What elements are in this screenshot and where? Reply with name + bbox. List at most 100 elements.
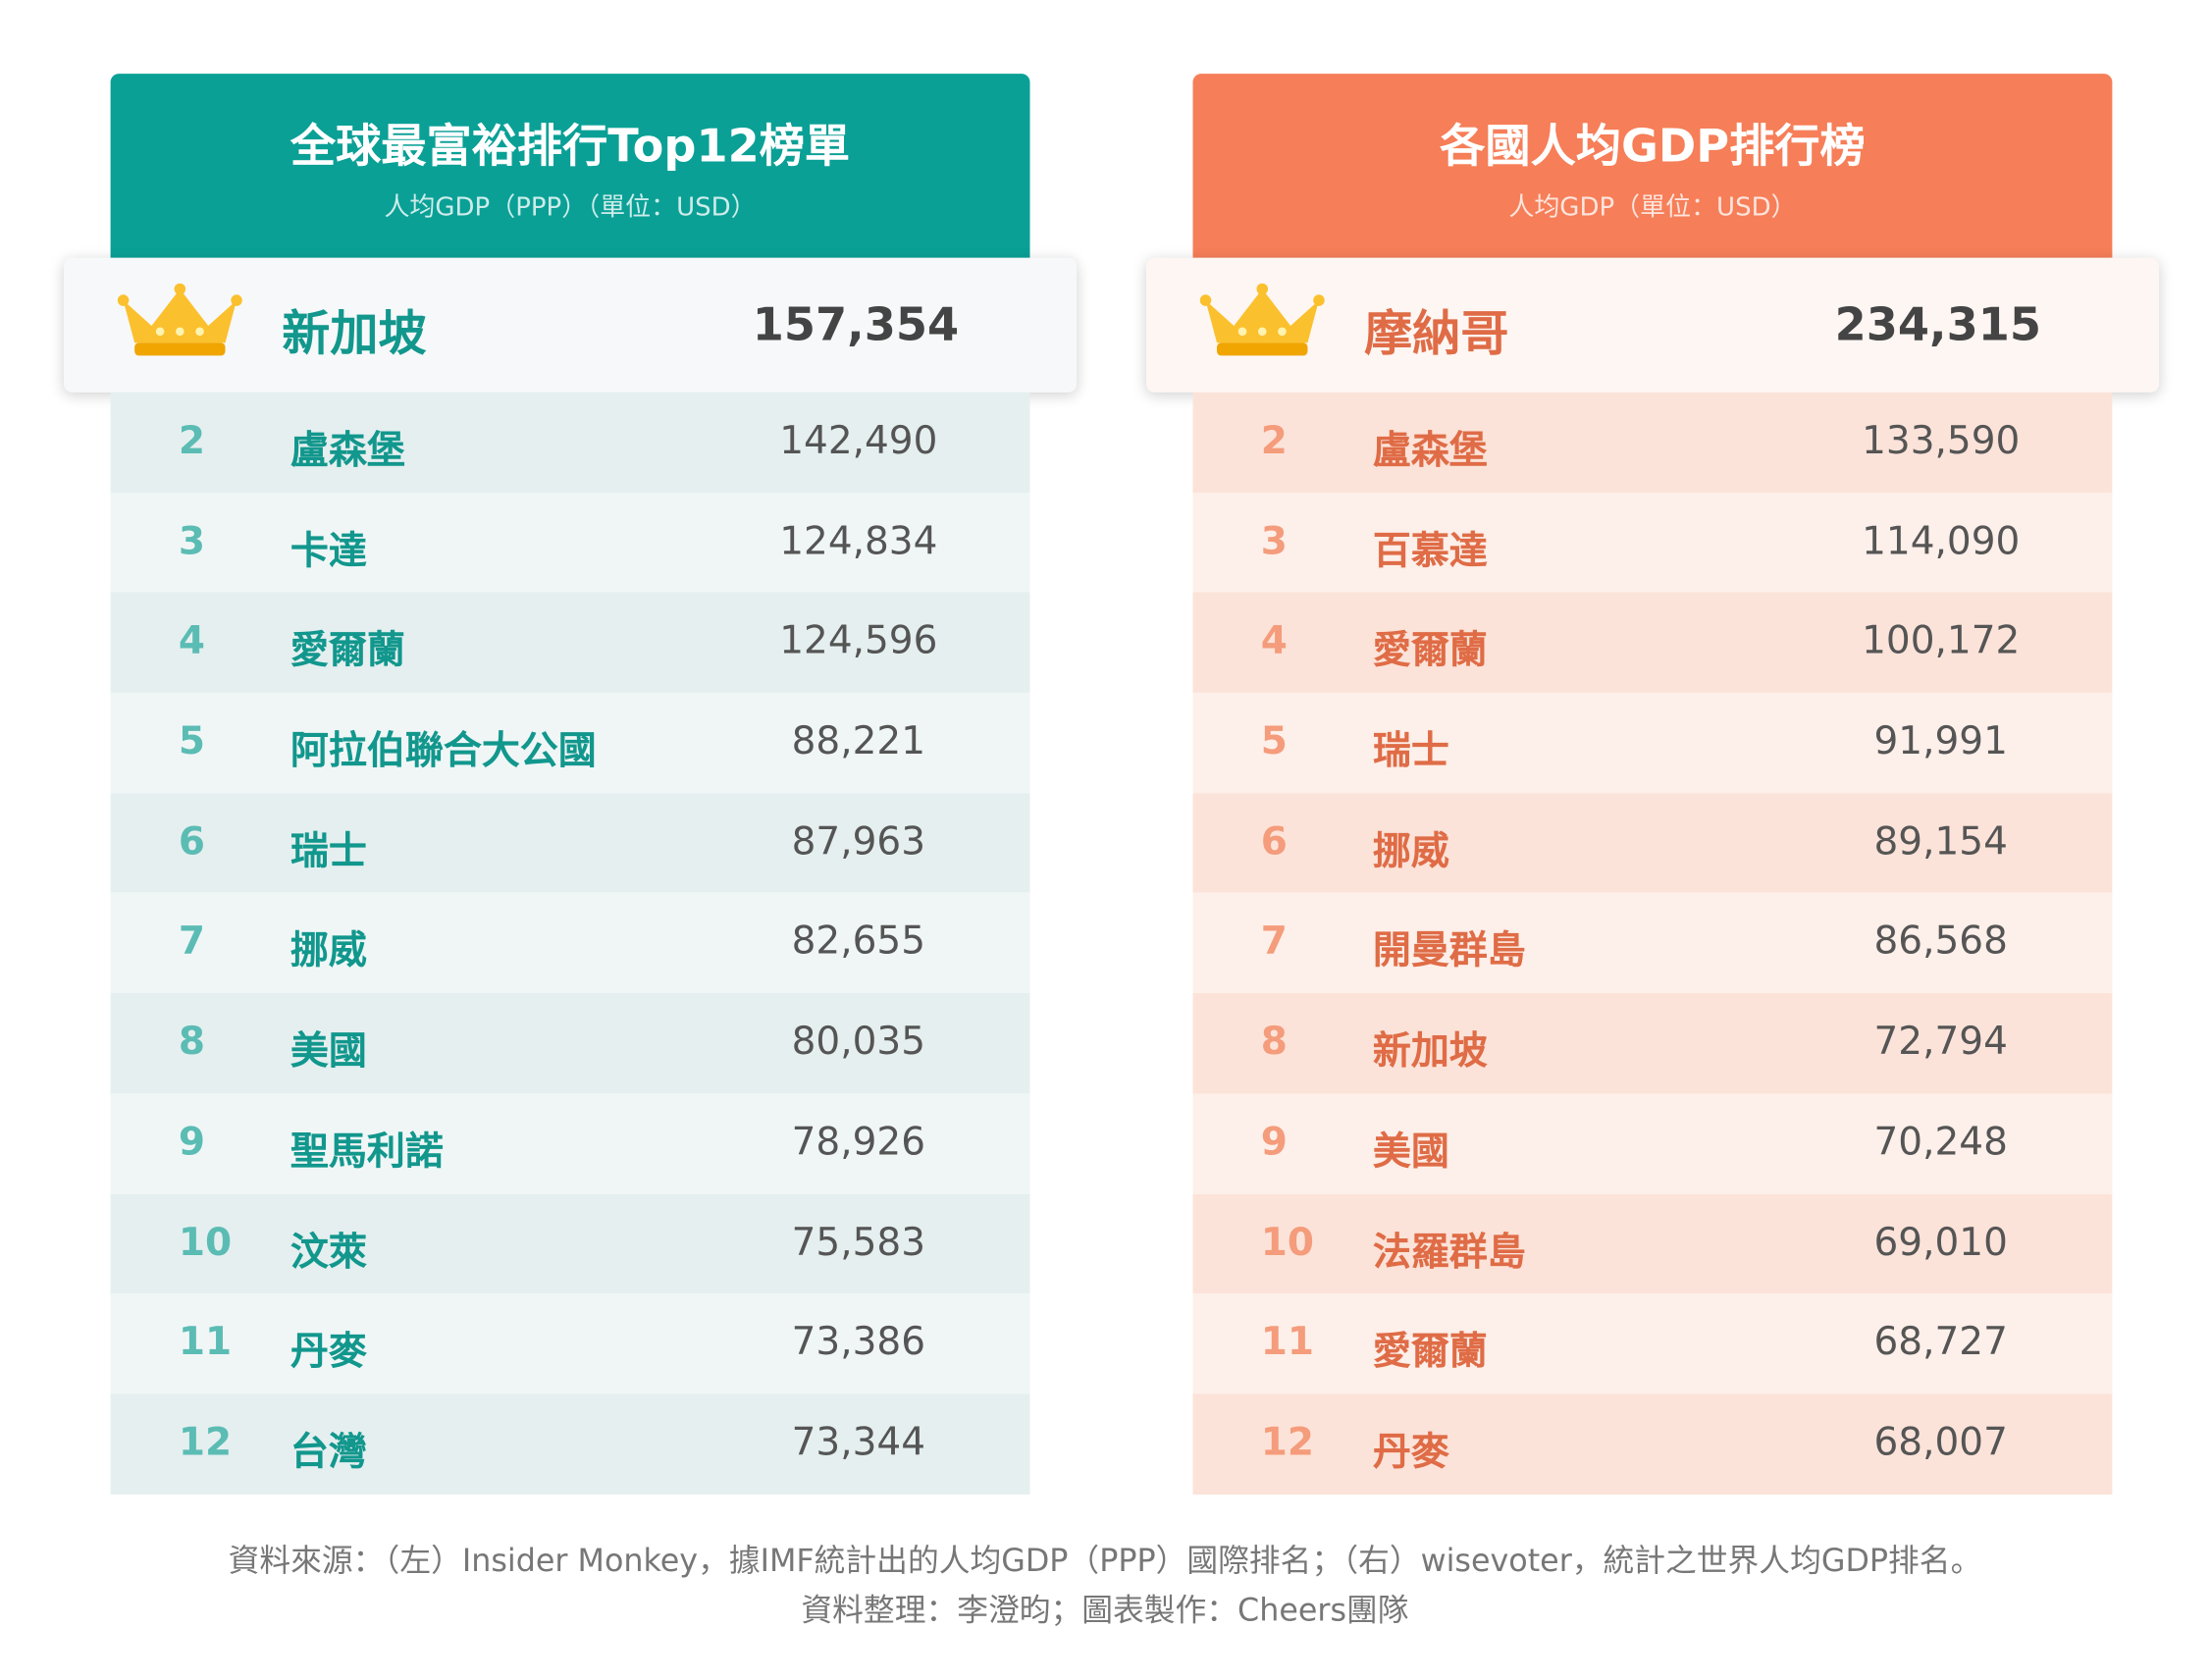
rank: 6: [178, 819, 206, 865]
table-row: 3 百慕達 114,090: [1192, 492, 2113, 593]
table-row: 8 美國 80,035: [110, 993, 1030, 1094]
value: 89,154: [1873, 819, 2008, 865]
country: 美國: [289, 1029, 367, 1075]
value: 114,090: [1862, 519, 2021, 564]
country: 開曼群島: [1372, 929, 1526, 974]
value: 69,010: [1873, 1220, 2008, 1265]
credit-note: 資料整理：李澄昀；圖表製作：Cheers團隊: [801, 1594, 1409, 1630]
value: 157,354: [752, 297, 960, 352]
value: 124,596: [779, 619, 938, 664]
value: 72,794: [1873, 1020, 2008, 1065]
table-row: 2 盧森堡 133,590: [1192, 392, 2113, 493]
rank: 7: [1260, 919, 1288, 965]
value: 133,590: [1862, 419, 2021, 464]
subtitle: 人均GDP（單位：USD）: [1508, 192, 1797, 223]
table-row: 6 挪威 89,154: [1192, 793, 2113, 894]
table-row: 10 汶萊 75,583: [110, 1193, 1030, 1294]
table-row: 11 丹麥 73,386: [110, 1293, 1030, 1394]
country: 盧森堡: [1372, 429, 1488, 474]
crown-icon: [1199, 283, 1325, 356]
country: 汶萊: [289, 1230, 367, 1275]
country: 瑞士: [1372, 729, 1449, 774]
value: 91,991: [1873, 719, 2008, 764]
value: 86,568: [1873, 919, 2008, 965]
table-row: 8 新加坡 72,794: [1192, 993, 2113, 1094]
value: 234,315: [1834, 297, 2042, 352]
table-row: 3 卡達 124,834: [110, 492, 1030, 593]
country: 新加坡: [1372, 1029, 1488, 1075]
rank: 8: [1260, 1020, 1288, 1065]
country: 摩納哥: [1364, 305, 1509, 363]
country: 阿拉伯聯合大公國: [289, 729, 597, 774]
country: 丹麥: [289, 1330, 367, 1375]
country: 愛爾蘭: [1372, 629, 1488, 674]
value: 68,007: [1873, 1420, 2008, 1465]
table-row: 7 開曼群島 86,568: [1192, 893, 2113, 994]
country: 挪威: [1372, 829, 1449, 874]
table-row: 4 愛爾蘭 100,172: [1192, 592, 2113, 694]
table-row: 9 聖馬利諾 78,926: [110, 1093, 1030, 1194]
table-row: 9 美國 70,248: [1192, 1093, 2113, 1194]
rank: 10: [178, 1220, 233, 1265]
rank: 2: [178, 419, 206, 464]
rank: 4: [1260, 619, 1288, 664]
value: 100,172: [1862, 619, 2021, 664]
country: 瑞士: [289, 829, 367, 874]
table-row: 4 愛爾蘭 124,596: [110, 592, 1030, 694]
table-row: 2 盧森堡 142,490: [110, 392, 1030, 493]
rank: 9: [1260, 1120, 1288, 1165]
value: 75,583: [791, 1220, 926, 1265]
value: 142,490: [779, 419, 938, 464]
table-row: 12 丹麥 68,007: [1192, 1393, 2113, 1495]
country: 盧森堡: [289, 429, 405, 474]
table-row: 5 阿拉伯聯合大公國 88,221: [110, 693, 1030, 794]
crown-icon: [117, 283, 242, 356]
country: 愛爾蘭: [1372, 1330, 1488, 1375]
rank: 4: [178, 619, 206, 664]
header: 全球最富裕排行Top12榜單 人均GDP（PPP）（單位：USD）: [110, 74, 1030, 258]
source-note: 資料來源：（左）Insider Monkey，據IMF統計出的人均GDP（PPP…: [228, 1544, 1982, 1580]
rank: 3: [178, 519, 206, 564]
top-row: 摩納哥 234,315: [1145, 257, 2160, 393]
header: 各國人均GDP排行榜 人均GDP（單位：USD）: [1192, 74, 2113, 258]
country: 挪威: [289, 929, 367, 974]
rank: 9: [178, 1120, 206, 1165]
country: 美國: [1372, 1129, 1449, 1175]
rank: 11: [1260, 1320, 1315, 1365]
rank: 3: [1260, 519, 1288, 564]
value: 80,035: [791, 1020, 926, 1065]
rank: 12: [178, 1420, 233, 1465]
country: 聖馬利諾: [289, 1129, 444, 1175]
country: 新加坡: [282, 305, 427, 363]
value: 68,727: [1873, 1320, 2008, 1365]
value: 78,926: [791, 1120, 926, 1165]
rank: 7: [178, 919, 206, 965]
rank: 8: [178, 1020, 206, 1065]
right-table: 各國人均GDP排行榜 人均GDP（單位：USD） 摩納哥 234,315 2 盧森…: [1145, 74, 2160, 1495]
title: 全球最富裕排行Top12榜單: [289, 119, 851, 174]
value: 82,655: [791, 919, 926, 965]
rows: 2 盧森堡 142,490 3 卡達 124,834 4 愛爾蘭 124,596 5 阿拉伯聯合大公…: [110, 392, 1030, 1495]
rank: 12: [1260, 1420, 1315, 1465]
rank: 5: [1260, 719, 1288, 764]
table-row: 5 瑞士 91,991: [1192, 693, 2113, 794]
rank: 11: [178, 1320, 233, 1365]
left-table: 全球最富裕排行Top12榜單 人均GDP（PPP）（單位：USD） 新加坡 15…: [63, 74, 1078, 1495]
country: 台灣: [289, 1430, 367, 1475]
rank: 2: [1260, 419, 1288, 464]
table-row: 6 瑞士 87,963: [110, 793, 1030, 894]
top-row: 新加坡 157,354: [63, 257, 1078, 393]
value: 87,963: [791, 819, 926, 865]
table-row: 7 挪威 82,655: [110, 893, 1030, 994]
title: 各國人均GDP排行榜: [1440, 119, 1866, 174]
value: 70,248: [1873, 1120, 2008, 1165]
country: 卡達: [289, 529, 367, 574]
rank: 10: [1260, 1220, 1315, 1265]
table-row: 11 愛爾蘭 68,727: [1192, 1293, 2113, 1394]
value: 124,834: [779, 519, 938, 564]
country: 法羅群島: [1372, 1230, 1526, 1275]
value: 73,386: [791, 1320, 926, 1365]
subtitle: 人均GDP（PPP）（單位：USD）: [384, 192, 757, 223]
